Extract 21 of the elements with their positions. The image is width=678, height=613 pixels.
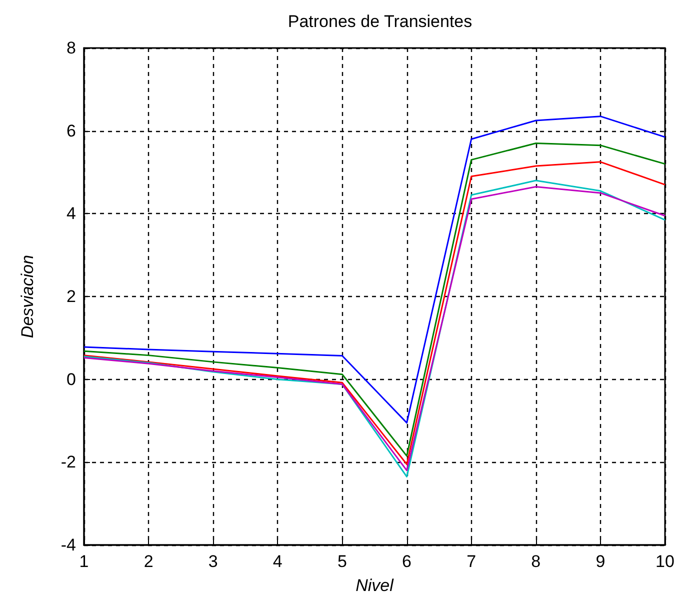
x-tick-label: 5 — [337, 552, 347, 571]
x-tick-label: 2 — [144, 552, 154, 571]
y-tick-label: 4 — [66, 204, 76, 224]
x-tick-label: 8 — [531, 552, 541, 571]
y-tick-label: 8 — [66, 38, 76, 58]
y-tick-label: 2 — [66, 287, 76, 306]
chart-title: Patrones de Transientes — [288, 12, 472, 31]
x-tick-label: 7 — [466, 552, 476, 571]
y-tick-label: -4 — [60, 536, 76, 554]
x-tick-label: 3 — [208, 552, 218, 571]
line-series — [83, 116, 666, 424]
y-tick-label: -2 — [60, 452, 76, 472]
x-tick-label: 4 — [272, 552, 282, 571]
x-tick-label: 6 — [402, 552, 412, 571]
x-tick-label: 10 — [656, 552, 674, 571]
y-tick-label: 0 — [66, 370, 76, 389]
x-axis-title: Nivel — [356, 576, 395, 595]
y-tick-label: 6 — [66, 121, 76, 140]
x-tick-label: 1 — [79, 552, 89, 571]
x-tick-label: 9 — [596, 552, 606, 571]
y-axis-title: Desviacion — [18, 254, 37, 338]
